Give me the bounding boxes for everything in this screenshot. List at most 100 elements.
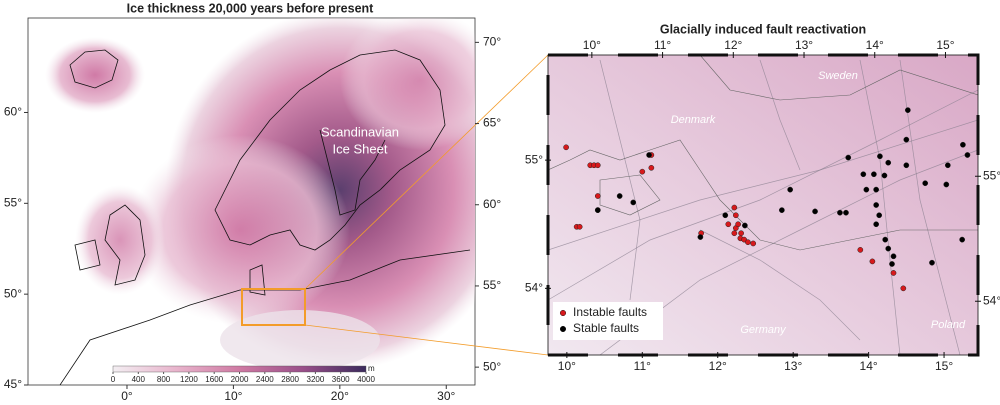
fault-point bbox=[885, 245, 892, 252]
fault-point bbox=[563, 144, 569, 151]
colorbar-tick-label: 4000 bbox=[357, 375, 375, 384]
fault-point bbox=[904, 107, 911, 113]
fault-point bbox=[725, 221, 732, 228]
fault-point bbox=[871, 171, 877, 178]
legend-marker bbox=[559, 325, 567, 333]
y-tick-label: 54° bbox=[525, 281, 543, 295]
legend-label: Instable faults bbox=[573, 305, 647, 319]
ice-sheet-label: Ice Sheet bbox=[333, 141, 388, 156]
inset-box bbox=[241, 288, 306, 326]
fault-point bbox=[943, 181, 950, 188]
fault-point bbox=[779, 207, 785, 213]
left-title: Ice thickness 20,000 years before presen… bbox=[127, 1, 375, 15]
y-tick-label: 50° bbox=[483, 359, 501, 373]
fault-point bbox=[922, 180, 929, 187]
x-tick-label: 12° bbox=[724, 38, 742, 52]
fault-point bbox=[881, 172, 888, 179]
colorbar-tick-label: 2400 bbox=[256, 375, 274, 384]
y-tick-label: 45° bbox=[4, 377, 22, 391]
right-title: Glacially induced fault reactivation bbox=[660, 22, 866, 36]
fault-point bbox=[857, 247, 864, 253]
y-tick-label: 55° bbox=[4, 195, 22, 209]
fault-point bbox=[903, 136, 910, 143]
x-tick-label: 13° bbox=[795, 38, 813, 52]
place-label: Denmark bbox=[671, 114, 716, 126]
fault-point bbox=[732, 212, 739, 219]
x-tick-label: 20° bbox=[331, 389, 349, 403]
fault-point bbox=[745, 239, 751, 246]
fault-map: Glacially induced fault reactivation Swe… bbox=[546, 22, 980, 357]
fault-point bbox=[616, 193, 623, 199]
x-tick-label: 10° bbox=[583, 38, 601, 52]
fault-point bbox=[594, 207, 601, 213]
ice-map: Ice thickness 20,000 years before presen… bbox=[27, 1, 549, 386]
y-tick-label: 60° bbox=[4, 105, 22, 119]
fault-point bbox=[722, 212, 729, 219]
y-tick-label: 70° bbox=[483, 35, 501, 49]
fault-point bbox=[812, 208, 818, 215]
fault-point bbox=[959, 236, 966, 243]
y-tick-label: 60° bbox=[483, 197, 501, 211]
x-tick-label: 10° bbox=[558, 359, 576, 373]
x-tick-label: 15° bbox=[935, 359, 953, 373]
fault-point bbox=[929, 259, 935, 266]
place-label: Sweden bbox=[818, 70, 858, 82]
fault-point bbox=[900, 285, 907, 292]
x-tick-label: 14° bbox=[860, 359, 878, 373]
y-tick-label: 55° bbox=[483, 278, 501, 292]
fault-point bbox=[964, 152, 971, 158]
colorbar bbox=[112, 365, 367, 373]
colorbar-tick-label: 3600 bbox=[332, 375, 350, 384]
colorbar-tick-label: 2800 bbox=[281, 375, 299, 384]
map-frame bbox=[547, 54, 979, 356]
x-tick-label: 12° bbox=[709, 359, 727, 373]
x-tick-label: 13° bbox=[784, 359, 802, 373]
colorbar-unit: m bbox=[368, 364, 375, 373]
fault-point bbox=[648, 164, 655, 171]
inset-connector bbox=[304, 54, 549, 290]
fault-point bbox=[843, 209, 849, 216]
fault-point bbox=[731, 230, 738, 237]
colorbar-tick-label: 2000 bbox=[231, 375, 249, 384]
fault-point bbox=[735, 221, 741, 228]
legend-marker bbox=[559, 309, 567, 317]
x-tick-label: 10° bbox=[224, 389, 242, 403]
y-tick-label: 55° bbox=[525, 152, 543, 166]
fault-point bbox=[787, 186, 794, 193]
colorbar-tick-label: 400 bbox=[132, 375, 146, 384]
place-label: Poland bbox=[931, 319, 966, 331]
fault-point bbox=[742, 222, 748, 229]
place-label: Germany bbox=[740, 324, 787, 336]
fault-point bbox=[646, 152, 652, 158]
fault-point bbox=[882, 236, 889, 243]
fault-point bbox=[960, 141, 966, 148]
fault-point bbox=[845, 154, 852, 161]
fault-point bbox=[873, 186, 880, 193]
colorbar-tick-label: 0 bbox=[111, 375, 116, 384]
colorbar-tick-label: 800 bbox=[157, 375, 171, 384]
fault-point bbox=[639, 168, 646, 175]
fault-point bbox=[944, 162, 951, 169]
ice-sheet-label: Scandinavian bbox=[321, 124, 399, 139]
fault-point bbox=[738, 230, 744, 237]
y-tick-label: 54° bbox=[983, 293, 1000, 307]
x-tick-label: 0° bbox=[121, 389, 133, 403]
x-tick-label: 30° bbox=[437, 389, 455, 403]
fault-point bbox=[903, 162, 910, 169]
fault-point bbox=[594, 162, 601, 169]
fault-point bbox=[860, 171, 867, 178]
fault-point bbox=[630, 199, 637, 206]
y-tick-label: 55° bbox=[983, 168, 1000, 182]
fault-point bbox=[863, 186, 870, 193]
fault-point bbox=[877, 153, 883, 160]
faults-and-coasts bbox=[548, 55, 978, 355]
y-tick-label: 65° bbox=[483, 116, 501, 130]
fault-point bbox=[837, 209, 843, 216]
ice-field bbox=[45, 18, 475, 385]
legend-label: Stable faults bbox=[573, 321, 639, 335]
fault-point bbox=[750, 240, 757, 247]
fault-point bbox=[885, 159, 892, 166]
colorbar-tick-label: 1200 bbox=[180, 375, 198, 384]
fault-point bbox=[876, 212, 883, 219]
